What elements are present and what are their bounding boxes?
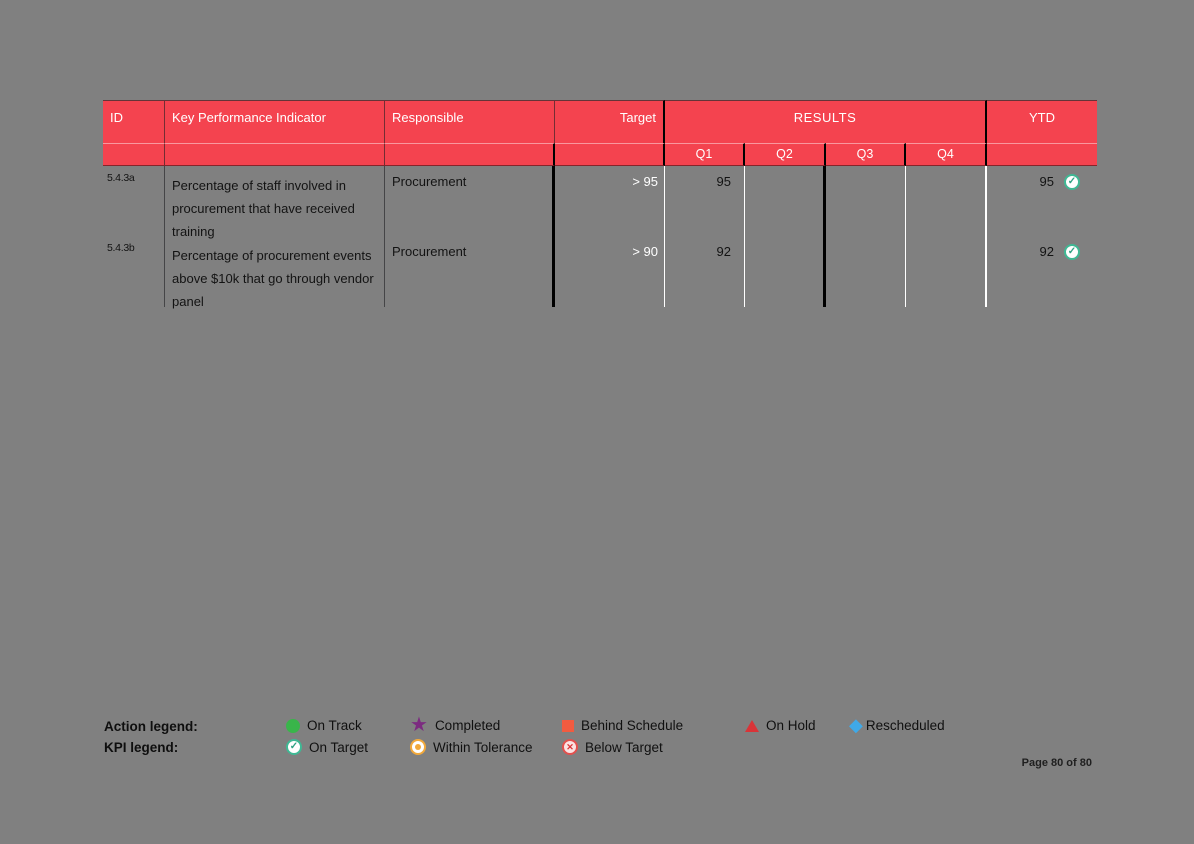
below-target-icon: ✕ (562, 739, 578, 755)
subheader-kpi (165, 143, 385, 166)
header-responsible: Responsible (385, 100, 555, 143)
legend-item-below-target: ✕ Below Target (562, 739, 663, 755)
row-q2-value (745, 236, 826, 307)
subheader-responsible (385, 143, 555, 166)
on-target-icon: ✓ (286, 739, 302, 755)
header-ytd: YTD (987, 100, 1097, 143)
row-target: > 90 (555, 236, 665, 307)
row-q1-value: 92 (665, 236, 745, 307)
row-q4-value (906, 236, 987, 307)
legend-item-label: Behind Schedule (581, 718, 684, 733)
ytd-value: 92 (1039, 244, 1054, 259)
legend-item-within-tolerance: Within Tolerance (410, 739, 533, 755)
row-kpi: Percentage of procurement events above $… (165, 236, 385, 309)
row-kpi: Percentage of staff involved in procurem… (165, 166, 385, 239)
row-target: > 95 (555, 166, 665, 236)
on-target-icon: ✓ (1064, 174, 1080, 190)
header-target: Target (555, 100, 665, 143)
header-results: RESULTS (665, 100, 987, 143)
subheader-q1: Q1 (665, 143, 745, 166)
legend-item-label: On Target (309, 739, 369, 755)
ytd-value: 95 (1039, 174, 1054, 189)
subheader-ytd (987, 143, 1097, 166)
legend-item-rescheduled: ◆ Rescheduled (849, 715, 945, 735)
subheader-q2: Q2 (745, 143, 826, 166)
row-responsible: Procurement (385, 236, 555, 307)
row-q2-value (745, 166, 826, 236)
row-responsible: Procurement (385, 166, 555, 236)
page-number: Page 80 of 80 (1021, 757, 1092, 769)
legend-item-on-hold: On Hold (745, 718, 816, 733)
legend-item-on-target: ✓ On Target (286, 739, 368, 755)
legend-item-behind-schedule: Behind Schedule (562, 718, 683, 733)
legend-item-label: Below Target (585, 739, 663, 755)
blue-diamond-icon: ◆ (849, 715, 863, 735)
header-kpi: Key Performance Indicator (165, 100, 385, 143)
subheader-q3: Q3 (826, 143, 906, 166)
purple-star-icon: ★ (410, 714, 428, 736)
legend-item-label: Completed (434, 718, 501, 733)
row-q3-value (826, 236, 906, 307)
kpi-table: ID Key Performance Indicator Responsible… (103, 100, 1097, 309)
legend-item-label: On Hold (766, 718, 816, 733)
within-tolerance-icon (410, 739, 426, 755)
orange-square-icon (562, 719, 574, 732)
legend-item-on-track: On Track (286, 718, 362, 733)
row-id: 5.4.3a (103, 166, 165, 236)
legend-item-label: Rescheduled (865, 718, 945, 733)
row-ytd: 92 ✓ (987, 236, 1097, 307)
subheader-target (555, 143, 665, 166)
kpi-legend-label: KPI legend: (104, 740, 179, 755)
row-q1-value: 95 (665, 166, 745, 236)
legend-item-label: On Track (307, 718, 362, 733)
on-target-icon: ✓ (1064, 244, 1080, 260)
row-id: 5.4.3b (103, 236, 165, 307)
row-q4-value (906, 166, 987, 236)
action-legend-label: Action legend: (104, 719, 198, 734)
red-triangle-icon (745, 719, 759, 732)
header-id: ID (103, 100, 165, 143)
legend-item-completed: ★ Completed (410, 714, 501, 736)
subheader-q4: Q4 (906, 143, 987, 166)
row-q3-value (826, 166, 906, 236)
subheader-id (103, 143, 165, 166)
row-ytd: 95 ✓ (987, 166, 1097, 236)
green-circle-icon (286, 718, 300, 733)
legend-item-label: Within Tolerance (433, 739, 533, 755)
